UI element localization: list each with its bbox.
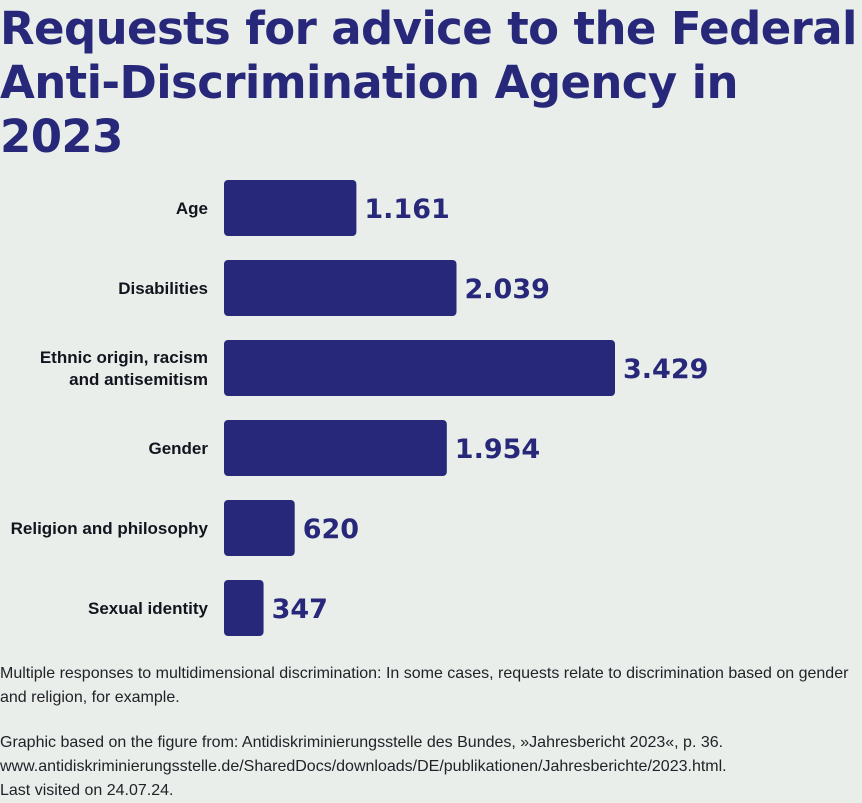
- chart-title-line-1: Requests for advice to the Federal: [0, 2, 857, 55]
- category-label-line: Ethnic origin, racism: [40, 348, 208, 367]
- chart-title: Requests for advice to the Federal Anti-…: [0, 2, 862, 164]
- category-label-line: Age: [176, 199, 208, 218]
- category-label-line: Gender: [148, 439, 208, 458]
- bar: [224, 580, 264, 636]
- category-label: Ethnic origin, racism and antisemitism: [40, 348, 208, 389]
- bar: [224, 420, 447, 476]
- category-label-line: Disabilities: [118, 279, 208, 298]
- category-label: Sexual identity: [88, 599, 209, 618]
- bar: [224, 340, 615, 396]
- category-label: Age: [176, 199, 208, 218]
- source-url: www.antidiskriminierungsstelle.de/Shared…: [0, 758, 727, 775]
- value-label: 3.429: [623, 354, 708, 385]
- chart-source: Graphic based on the figure from: Antidi…: [0, 731, 862, 803]
- bar: [224, 180, 357, 236]
- category-label: Disabilities: [118, 279, 208, 298]
- bar: [224, 500, 295, 556]
- category-label-line: and antisemitism: [69, 370, 208, 389]
- category-label: Religion and philosophy: [11, 519, 209, 538]
- value-label: 1.161: [364, 194, 449, 225]
- value-label: 620: [303, 514, 359, 545]
- chart-title-line-2: Anti-Discrimination Agency in 2023: [0, 56, 739, 163]
- value-label: 2.039: [465, 274, 550, 305]
- source-citation: Graphic based on the figure from: Antidi…: [0, 734, 724, 751]
- bar: [224, 260, 457, 316]
- value-label: 347: [272, 594, 328, 625]
- category-label-line: Religion and philosophy: [11, 519, 209, 538]
- category-label: Gender: [148, 439, 208, 458]
- bar-chart: 1.161 Age 2.039 Disabilities 3.429 Ethnic ori…: [11, 180, 708, 636]
- chart-note: Multiple responses to multidimensional d…: [0, 665, 849, 706]
- value-label: 1.954: [455, 434, 540, 465]
- source-visited-date: Last visited on 24.07.24.: [0, 782, 174, 799]
- category-label-line: Sexual identity: [88, 599, 209, 618]
